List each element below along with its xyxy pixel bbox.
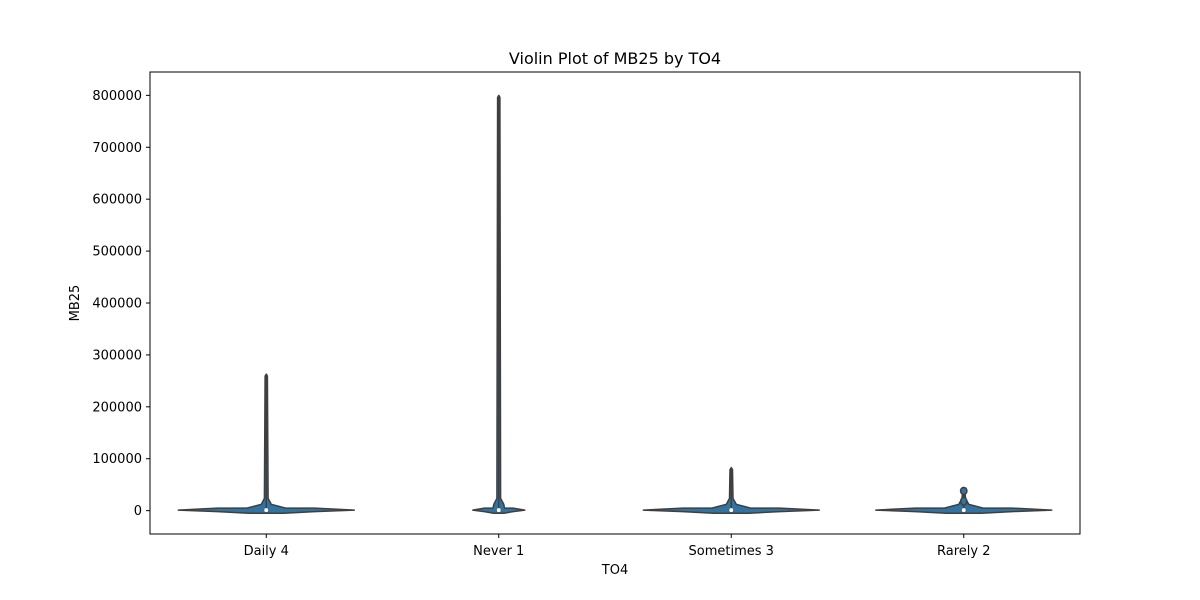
x-tick-label: Daily 4: [244, 544, 289, 559]
violin-0: [177, 373, 356, 514]
y-axis-label: MB25: [68, 285, 83, 322]
y-tick-label: 500000: [92, 245, 142, 260]
violin-2: [642, 466, 821, 514]
violin-1: [472, 94, 526, 514]
violin-bulge: [959, 486, 968, 496]
violin-median: [264, 508, 269, 513]
violins: [177, 94, 1053, 514]
chart-title: Violin Plot of MB25 by TO4: [509, 49, 721, 68]
x-axis: Daily 4 Never 1 Sometimes 3 Rarely 2: [244, 534, 990, 559]
plot-area: [149, 71, 1081, 535]
x-tick-label: Sometimes 3: [689, 544, 774, 559]
y-tick-label: 600000: [92, 193, 142, 208]
y-tick-label: 800000: [92, 89, 142, 104]
y-tick-label: 400000: [92, 297, 142, 312]
y-tick-label: 200000: [92, 400, 142, 415]
x-axis-label: TO4: [601, 563, 628, 578]
y-tick-label: 0: [134, 504, 142, 519]
y-tick-label: 300000: [92, 348, 142, 363]
violin-bulge: [960, 496, 968, 507]
x-tick-label: Never 1: [473, 544, 524, 559]
x-tick-label: Rarely 2: [937, 544, 990, 559]
y-tick-label: 100000: [92, 452, 142, 467]
y-axis: 0 100000 200000 300000 400000 500000 600000 700…: [92, 89, 150, 519]
violin-median: [496, 508, 501, 513]
violin-3: [875, 486, 1053, 514]
y-tick-label: 700000: [92, 141, 142, 156]
violin-median: [729, 508, 734, 513]
violin-median: [961, 508, 966, 513]
